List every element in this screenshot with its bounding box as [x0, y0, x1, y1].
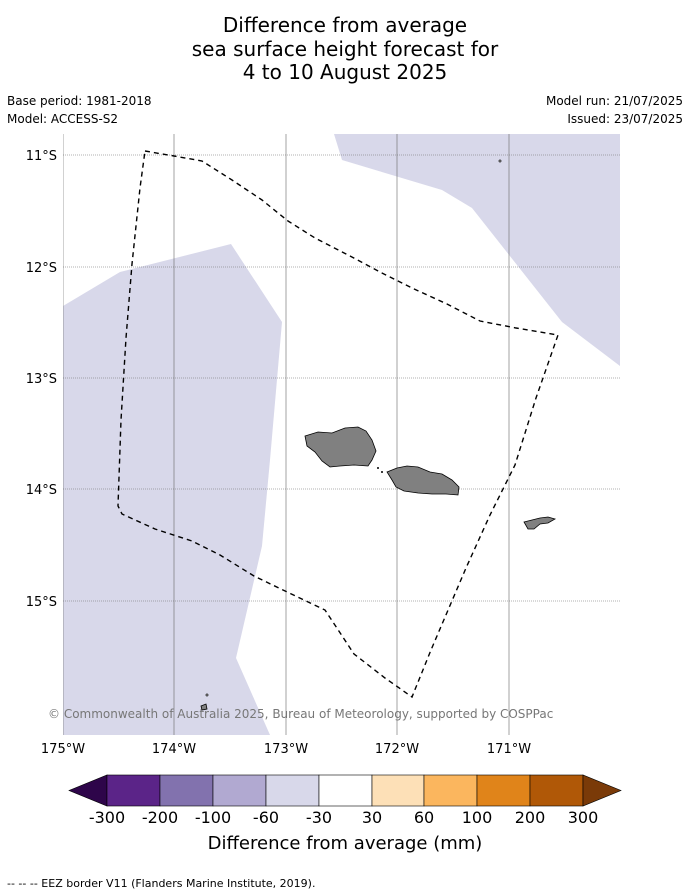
- colorbar-bin: [476, 774, 531, 807]
- colorbar-bin: [371, 774, 425, 807]
- small-island-south: [200, 703, 208, 711]
- lat-gridlines: [63, 154, 620, 602]
- title-line-2: sea surface height forecast for: [191, 36, 499, 61]
- lon-label: 173°W: [264, 742, 308, 757]
- small-islet-south: [205, 693, 209, 697]
- colorbar-tick-label: -300: [88, 808, 126, 827]
- lon-gridlines: [63, 134, 510, 735]
- colorbar-tick-label: -60: [252, 808, 280, 827]
- small-islet-apolima: [377, 467, 379, 469]
- copyright-text: © Commonwealth of Australia 2025, Bureau…: [48, 707, 553, 721]
- colorbar-bin: [318, 774, 373, 807]
- colorbar-bin: [265, 774, 320, 807]
- lon-label: 172°W: [375, 742, 419, 757]
- colorbar-bin: [159, 774, 214, 807]
- colorbar: [68, 774, 622, 807]
- colorbar-bin: [106, 774, 161, 807]
- colorbar-tick-label: 200: [514, 808, 546, 827]
- colorbar-bin: [529, 774, 584, 807]
- lon-axis: 175°W 174°W 173°W 172°W 171°W: [41, 742, 531, 757]
- upolu-island: [386, 465, 460, 496]
- model-text: Model: ACCESS-S2: [7, 112, 119, 126]
- title-line-1: Difference from average: [222, 13, 468, 37]
- title-line-3: 4 to 10 August 2025: [242, 60, 448, 84]
- colorbar-tick-label: -100: [194, 808, 232, 827]
- eez-border: [117, 150, 559, 699]
- colorbar-bin: [423, 774, 478, 807]
- lon-label: 175°W: [41, 742, 85, 757]
- colorbar-tick-label: 60: [413, 808, 435, 827]
- lat-label: 12°S: [26, 261, 57, 276]
- colorbar-tick-label: 300: [567, 808, 599, 827]
- model-run-text: Model run: 21/07/2025: [545, 94, 683, 108]
- base-period-text: Base period: 1981-2018: [7, 94, 152, 108]
- colorbar-bin: [212, 774, 267, 807]
- small-islet-north: [498, 159, 502, 163]
- colorbar-tick-label: 100: [461, 808, 493, 827]
- lat-label: 11°S: [26, 149, 57, 164]
- savaii-island: [304, 426, 377, 468]
- colorbar-over-arrow: [582, 774, 622, 807]
- lat-label: 13°S: [26, 372, 57, 387]
- colorbar-tick-label: -200: [141, 808, 179, 827]
- colorbar-tick-label: -30: [305, 808, 333, 827]
- eez-legend-text: -- -- -- EEZ border V11 (Flanders Marine…: [7, 877, 316, 890]
- anomaly-region-west: [63, 244, 282, 735]
- map-title: Difference from average sea surface heig…: [0, 13, 690, 85]
- colorbar-tick-label: 30: [361, 808, 383, 827]
- anomaly-region-northeast: [334, 134, 620, 366]
- lat-label: 14°S: [26, 483, 57, 498]
- lat-axis: 11°S 12°S 13°S 14°S 15°S: [26, 149, 57, 610]
- lon-label: 171°W: [487, 742, 531, 757]
- tutuila-island: [523, 516, 557, 530]
- colorbar-title: Difference from average (mm): [207, 833, 483, 854]
- lon-label: 174°W: [152, 742, 196, 757]
- issued-text: Issued: 23/07/2025: [567, 112, 683, 126]
- small-islet-manono: [381, 471, 383, 473]
- colorbar-under-arrow: [68, 774, 108, 807]
- lat-label: 15°S: [26, 595, 57, 610]
